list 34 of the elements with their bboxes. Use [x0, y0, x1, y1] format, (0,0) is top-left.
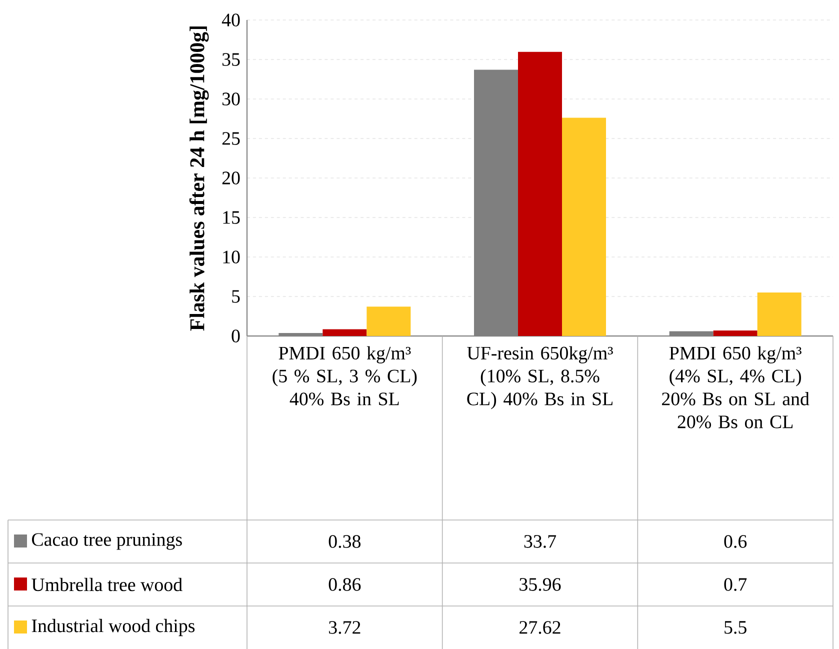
y-tick-label: 5 — [232, 290, 240, 303]
data-label: 3.72 — [329, 621, 360, 634]
x-tick-label: PMDI 650 kg/m³ (4% SL, 4% CL) 20% Bs on SL and 20% Bs on CL — [662, 346, 810, 428]
bar — [366, 306, 411, 336]
bar — [518, 52, 562, 336]
data-label: 0.38 — [328, 535, 361, 548]
data-label: 5.5 — [724, 621, 746, 634]
bar — [757, 292, 802, 336]
bar — [713, 330, 758, 336]
bar — [322, 329, 367, 336]
y-tick-label: 15 — [223, 211, 240, 224]
x-tick-label: PMDI 650 kg/m³ (5 % SL, 3 % CL) 40% Bs in SL — [272, 346, 417, 406]
y-tick-label: 20 — [222, 172, 240, 184]
y-tick-label: 40 — [222, 14, 240, 26]
legend-label: Cacao tree prunings — [32, 533, 182, 550]
data-label: 33.7 — [524, 535, 556, 548]
data-label: 0.86 — [328, 578, 361, 591]
bar — [669, 331, 714, 336]
y-tick-label: 10 — [223, 250, 240, 264]
y-tick-label: 35 — [222, 53, 240, 66]
legend-label: Umbrella tree wood — [32, 578, 182, 592]
bar — [562, 118, 606, 336]
data-label: 0.7 — [724, 578, 747, 591]
y-tick-label: 0 — [232, 330, 240, 342]
data-label: 0.6 — [724, 535, 747, 548]
data-label: 27.62 — [520, 621, 560, 634]
bar — [278, 333, 323, 336]
data-label: 35.96 — [520, 578, 561, 591]
bar — [474, 70, 518, 336]
y-tick-label: 30 — [222, 92, 240, 106]
y-axis-title: Flask values after 24 h [mg/1000g] — [189, 26, 209, 331]
x-tick-label: UF-resin 650kg/m³ (10% SL, 8.5% CL) 40% Bs in SL — [467, 346, 613, 410]
legend-label: Industrial wood chips — [32, 618, 195, 636]
y-tick-label: 25 — [222, 132, 240, 145]
